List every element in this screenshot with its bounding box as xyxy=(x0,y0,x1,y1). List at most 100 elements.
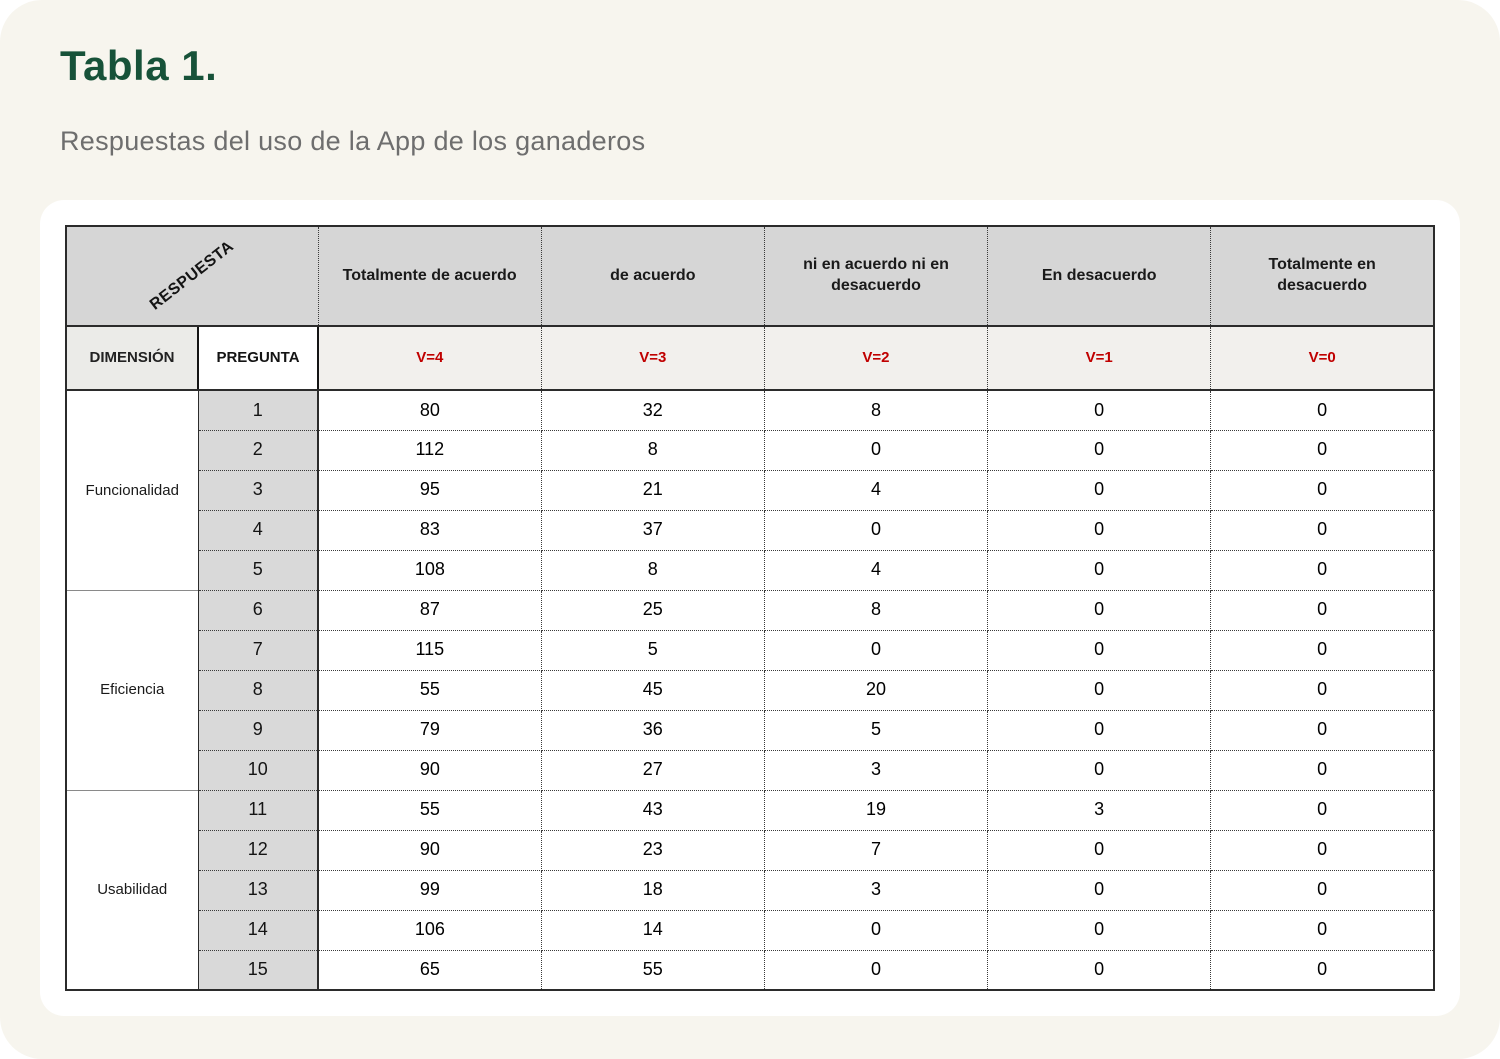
value-header-v4: V=4 xyxy=(317,325,542,391)
corner-cell: RESPUESTA xyxy=(65,225,319,327)
data-cell: 23 xyxy=(540,829,765,871)
data-cell: 14 xyxy=(540,909,765,951)
response-header-de-acuerdo: de acuerdo xyxy=(540,225,765,327)
data-cell: 0 xyxy=(987,869,1212,911)
data-cell: 0 xyxy=(763,429,989,471)
question-number-cell: 3 xyxy=(197,469,320,511)
table-row: 15 65 55 0 0 0 xyxy=(66,949,1435,991)
question-number-cell: 5 xyxy=(197,549,320,591)
question-number-cell: 9 xyxy=(197,709,320,751)
value-header-v3: V=3 xyxy=(540,325,765,391)
table-row: 10 90 27 3 0 0 xyxy=(66,749,1435,791)
data-cell: 65 xyxy=(317,949,542,991)
data-cell: 0 xyxy=(987,549,1212,591)
response-header-desacuerdo: En desacuerdo xyxy=(987,225,1212,327)
data-cell: 0 xyxy=(987,669,1212,711)
responses-table: RESPUESTA Totalmente de acuerdo de acuer… xyxy=(65,225,1435,991)
data-cell: 0 xyxy=(987,509,1212,551)
data-cell: 4 xyxy=(763,469,989,511)
corner-label: RESPUESTA xyxy=(146,237,237,314)
data-cell: 115 xyxy=(317,629,542,671)
data-cell: 25 xyxy=(540,589,765,631)
dimension-cell-usabilidad: Usabilidad xyxy=(65,789,199,991)
table-row: 12 90 23 7 0 0 xyxy=(66,829,1435,871)
data-cell: 4 xyxy=(763,549,989,591)
data-cell: 0 xyxy=(987,829,1212,871)
value-header-v0: V=0 xyxy=(1210,325,1435,391)
data-cell: 20 xyxy=(763,669,989,711)
data-cell: 27 xyxy=(540,749,765,791)
data-cell: 3 xyxy=(763,869,989,911)
data-cell: 36 xyxy=(540,709,765,751)
table-card: RESPUESTA Totalmente de acuerdo de acuer… xyxy=(40,200,1460,1016)
table-row: Funcionalidad 1 80 32 8 0 0 xyxy=(65,389,1435,591)
data-cell: 8 xyxy=(540,429,765,471)
data-cell: 0 xyxy=(987,909,1212,951)
table-row: 14 106 14 0 0 0 xyxy=(66,909,1435,951)
data-cell: 80 xyxy=(317,389,542,431)
table-row: 9 79 36 5 0 0 xyxy=(66,709,1435,751)
data-cell: 0 xyxy=(987,709,1212,751)
data-cell: 0 xyxy=(763,509,989,551)
question-number-cell: 12 xyxy=(197,829,320,871)
data-cell: 0 xyxy=(1210,709,1435,751)
data-cell: 0 xyxy=(1210,669,1435,711)
data-cell: 5 xyxy=(763,709,989,751)
question-number-cell: 1 xyxy=(197,389,320,431)
data-cell: 55 xyxy=(317,669,542,711)
data-cell: 0 xyxy=(1210,429,1435,471)
data-cell: 108 xyxy=(317,549,542,591)
data-cell: 43 xyxy=(540,789,765,831)
data-cell: 0 xyxy=(987,949,1212,991)
dimension-cell-eficiencia: Eficiencia xyxy=(65,589,199,791)
page-title: Tabla 1. xyxy=(60,42,218,89)
table-row: 5 108 8 4 0 0 xyxy=(66,549,1435,591)
data-cell: 0 xyxy=(1210,469,1435,511)
table-row: 3 95 21 4 0 0 xyxy=(66,469,1435,511)
table-row: 8 55 45 20 0 0 xyxy=(66,669,1435,711)
data-cell: 0 xyxy=(1210,749,1435,791)
data-cell: 8 xyxy=(763,389,989,431)
question-number-cell: 13 xyxy=(197,869,320,911)
table-row: Usabilidad 11 55 43 19 3 0 xyxy=(65,789,1435,991)
question-number-cell: 11 xyxy=(197,789,320,831)
data-cell: 0 xyxy=(1210,869,1435,911)
data-cell: 112 xyxy=(317,429,542,471)
data-cell: 3 xyxy=(763,749,989,791)
question-number-cell: 2 xyxy=(197,429,320,471)
question-number-cell: 14 xyxy=(197,909,320,951)
data-cell: 0 xyxy=(987,749,1212,791)
value-header-row: DIMENSIÓN PREGUNTA V=4 V=3 V=2 V=1 V=0 xyxy=(65,325,1435,391)
question-number-cell: 6 xyxy=(197,589,320,631)
data-cell: 19 xyxy=(763,789,989,831)
data-cell: 95 xyxy=(317,469,542,511)
data-cell: 79 xyxy=(317,709,542,751)
data-cell: 55 xyxy=(540,949,765,991)
data-cell: 8 xyxy=(540,549,765,591)
data-cell: 7 xyxy=(763,829,989,871)
table-row: 4 83 37 0 0 0 xyxy=(66,509,1435,551)
question-header: PREGUNTA xyxy=(196,325,320,391)
data-cell: 0 xyxy=(987,389,1212,431)
data-cell: 0 xyxy=(1210,589,1435,631)
data-cell: 0 xyxy=(763,629,989,671)
value-header-v2: V=2 xyxy=(763,325,989,391)
data-cell: 18 xyxy=(540,869,765,911)
question-number-cell: 8 xyxy=(197,669,320,711)
response-header-totalmente-desacuerdo: Totalmente en desacuerdo xyxy=(1210,225,1435,327)
question-number-cell: 15 xyxy=(197,949,320,991)
table-row: 2 112 8 0 0 0 xyxy=(66,429,1435,471)
data-cell: 0 xyxy=(1210,789,1435,831)
question-number-cell: 10 xyxy=(197,749,320,791)
data-cell: 0 xyxy=(1210,389,1435,431)
data-cell: 0 xyxy=(1210,829,1435,871)
data-cell: 0 xyxy=(763,909,989,951)
table-row: 13 99 18 3 0 0 xyxy=(66,869,1435,911)
response-header-row: RESPUESTA Totalmente de acuerdo de acuer… xyxy=(65,225,1435,327)
data-cell: 106 xyxy=(317,909,542,951)
data-cell: 0 xyxy=(1210,509,1435,551)
response-header-neutral: ni en acuerdo ni en desacuerdo xyxy=(763,225,989,327)
data-cell: 0 xyxy=(987,589,1212,631)
dimension-header: DIMENSIÓN xyxy=(65,325,199,391)
